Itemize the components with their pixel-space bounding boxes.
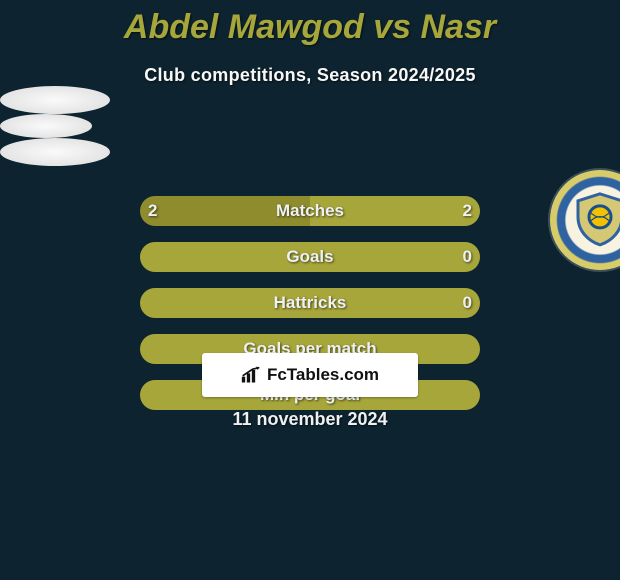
stat-label: Goals [286, 247, 333, 267]
player-right-avatar-placeholder [0, 138, 110, 166]
comparison-chart: Matches22Goals0Hattricks0Goals per match… [0, 196, 620, 436]
stat-value-right: 2 [463, 201, 472, 221]
page-title: Abdel Mawgod vs Nasr [0, 0, 620, 47]
stat-label: Hattricks [274, 293, 347, 313]
stats-infographic: Abdel Mawgod vs Nasr Club competitions, … [0, 0, 620, 580]
brand-label: FcTables.com [267, 365, 379, 385]
stat-row: Hattricks 0 [0, 288, 620, 318]
stat-row: Goals 0 [0, 242, 620, 272]
bar-right [310, 242, 480, 272]
stat-value-right: 0 [463, 247, 472, 267]
brand-badge: FcTables.com [202, 353, 418, 397]
stat-value-right: 0 [463, 293, 472, 313]
subtitle: Club competitions, Season 2024/2025 [0, 65, 620, 86]
stat-row: Matches 2 2 [0, 196, 620, 226]
stat-label: Matches [276, 201, 344, 221]
stat-value-left: 2 [148, 201, 157, 221]
bar-left [140, 242, 310, 272]
player-left-avatar-placeholder [0, 86, 110, 114]
date-label: 11 november 2024 [232, 409, 387, 430]
club-left-logo-placeholder [0, 114, 92, 138]
chart-icon [241, 366, 261, 384]
